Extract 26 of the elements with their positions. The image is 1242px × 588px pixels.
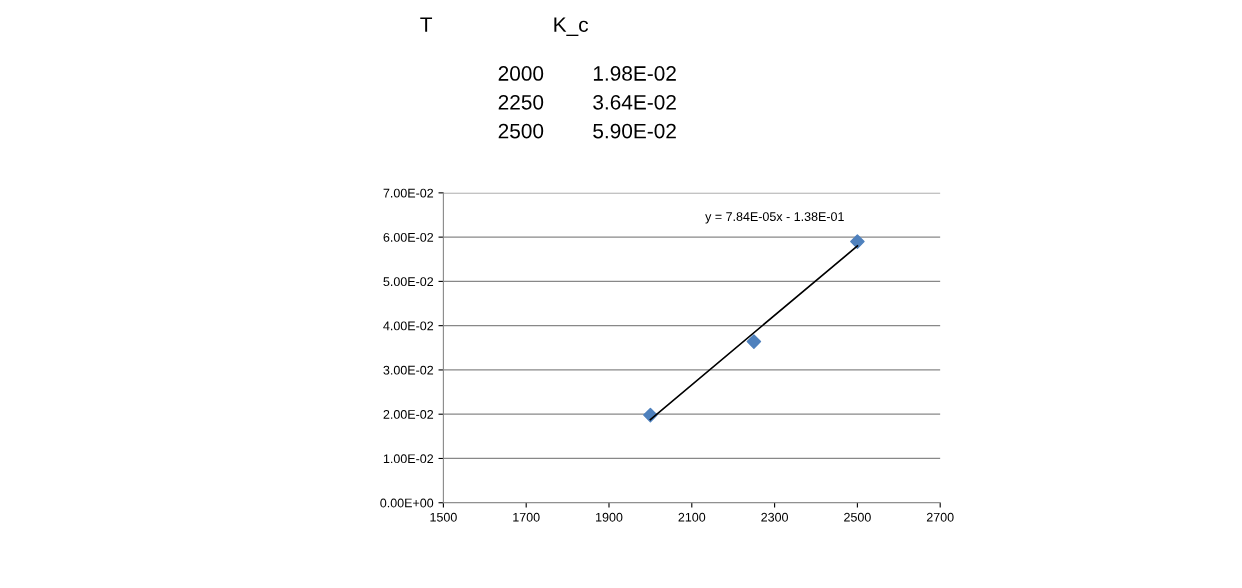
text: 2500 (498, 123, 544, 139)
point (850, 234, 865, 249)
x-tick-label: 2300 (761, 512, 789, 522)
x-tick-label: 1500 (430, 512, 457, 522)
annotation: y = 7.84E-05x - 1.38E-01 (705, 212, 844, 224)
text: 2250 (498, 94, 544, 110)
x-tick-label: 2500 (844, 512, 871, 522)
x-tick-label: 2700 (926, 512, 954, 522)
y-tick-label: 4.00E-02 (383, 321, 434, 331)
y-tick-label: 3.00E-02 (383, 365, 434, 375)
y-tick-label: 0.00E+00 (380, 498, 434, 508)
y-tick-label: 1.00E-02 (383, 454, 434, 464)
y-tick-label: 7.00E-02 (383, 188, 434, 198)
text: 5.90E-02 (593, 123, 676, 139)
y-tick-label: 2.00E-02 (383, 410, 434, 419)
x-tick-label: 1700 (513, 512, 540, 522)
y-tick-label: 5.00E-02 (383, 277, 434, 287)
x-tick-label: 2100 (678, 512, 706, 522)
point (746, 334, 762, 349)
y-tick-label: 6.00E-02 (383, 232, 434, 242)
text: 1.98E-02 (593, 66, 676, 81)
text: 2000 (498, 66, 544, 81)
text: 3.64E-02 (593, 94, 676, 110)
text: T (420, 17, 433, 32)
text: K_c (554, 17, 589, 36)
x-tick-label: 1900 (596, 512, 623, 522)
